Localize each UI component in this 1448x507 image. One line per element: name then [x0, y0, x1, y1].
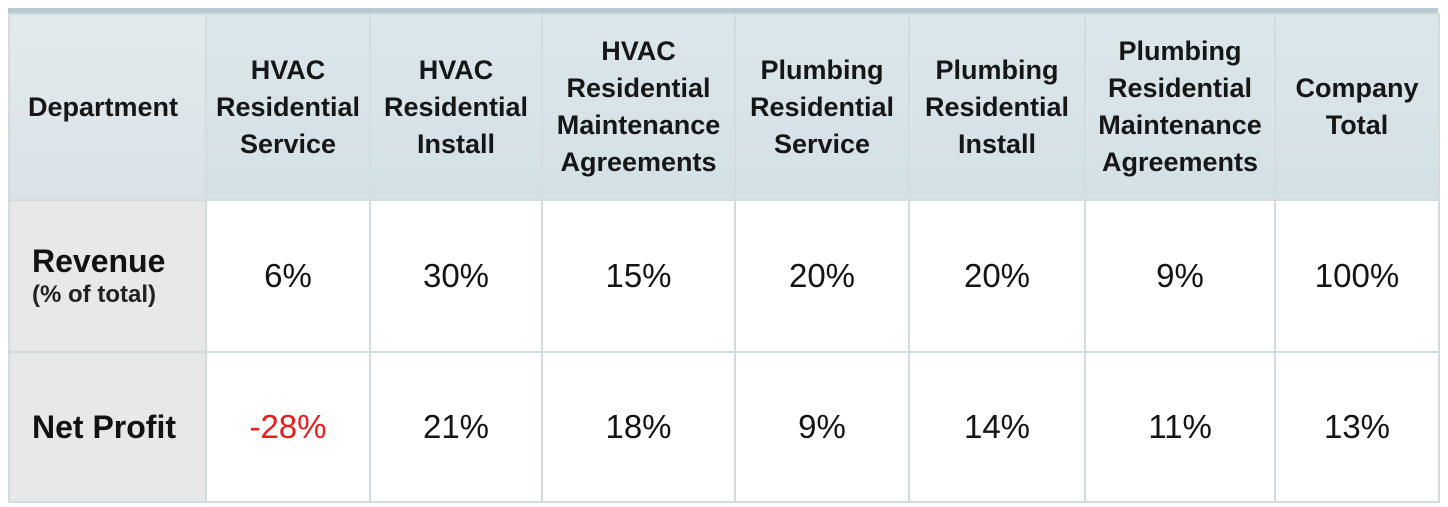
- header-hvac-residential-install: HVAC Residential Install: [369, 13, 543, 201]
- revenue-plumbing-residential-install: 20%: [908, 199, 1086, 353]
- revenue-hvac-residential-maintenance-agreements: 15%: [541, 199, 736, 353]
- table-frame: Department HVAC Residential Service HVAC…: [8, 8, 1440, 503]
- revenue-hvac-residential-install: 30%: [369, 199, 543, 353]
- header-hvac-residential-service: HVAC Residential Service: [205, 13, 371, 201]
- department-table: Department HVAC Residential Service HVAC…: [8, 13, 1440, 503]
- row-revenue: Revenue (% of total) 6% 30% 15% 20% 20% …: [8, 199, 1440, 353]
- header-hvac-residential-maintenance-agreements: HVAC Residential Maintenance Agreements: [541, 13, 736, 201]
- net-profit-plumbing-residential-install: 14%: [908, 351, 1086, 503]
- header-plumbing-residential-install: Plumbing Residential Install: [908, 13, 1086, 201]
- revenue-hvac-residential-service: 6%: [205, 199, 371, 353]
- revenue-company-total: 100%: [1274, 199, 1440, 353]
- net-profit-hvac-residential-install: 21%: [369, 351, 543, 503]
- revenue-plumbing-residential-service: 20%: [734, 199, 910, 353]
- header-row: Department HVAC Residential Service HVAC…: [8, 13, 1440, 201]
- net-profit-plumbing-residential-maintenance-agreements: 11%: [1084, 351, 1276, 503]
- revenue-plumbing-residential-maintenance-agreements: 9%: [1084, 199, 1276, 353]
- net-profit-label: Net Profit: [32, 409, 176, 445]
- header-department: Department: [8, 13, 207, 201]
- row-net-profit: Net Profit -28% 21% 18% 9% 14% 11% 13%: [8, 351, 1440, 503]
- row-label-revenue: Revenue (% of total): [8, 199, 207, 353]
- net-profit-plumbing-residential-service: 9%: [734, 351, 910, 503]
- net-profit-hvac-residential-service: -28%: [205, 351, 371, 503]
- net-profit-company-total: 13%: [1274, 351, 1440, 503]
- header-company-total: Company Total: [1274, 13, 1440, 201]
- revenue-label: Revenue: [32, 243, 166, 279]
- row-label-net-profit: Net Profit: [8, 351, 207, 503]
- header-plumbing-residential-service: Plumbing Residential Service: [734, 13, 910, 201]
- header-plumbing-residential-maintenance-agreements: Plumbing Residential Maintenance Agreeme…: [1084, 13, 1276, 201]
- net-profit-hvac-residential-maintenance-agreements: 18%: [541, 351, 736, 503]
- revenue-sublabel: (% of total): [32, 281, 156, 308]
